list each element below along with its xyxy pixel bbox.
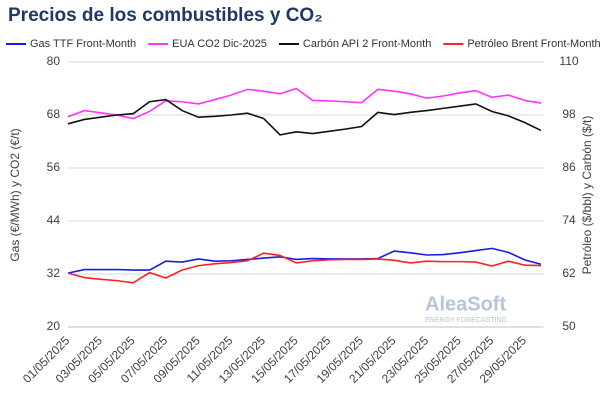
chart-title: Precios de los combustibles y CO₂	[8, 5, 323, 26]
y2-tick-label: 74	[562, 213, 576, 227]
y2-axis-label: Petróleo ($/bbl) y Carbón ($/t)	[580, 116, 594, 275]
series-line	[67, 87, 542, 120]
legend-label: Petróleo Brent Front-Month	[467, 38, 600, 50]
series-line	[67, 247, 542, 274]
y2-tick-label: 86	[562, 160, 576, 174]
series-line	[67, 98, 542, 136]
y-tick-label: 44	[47, 213, 61, 227]
legend-label: Carbón API 2 Front-Month	[303, 38, 431, 50]
watermark: AleaSoft	[425, 293, 506, 315]
y2-tick-label: 50	[562, 319, 576, 333]
y-tick-label: 80	[47, 54, 61, 68]
y-tick-label: 68	[47, 107, 61, 121]
y-tick-label: 56	[47, 160, 61, 174]
y2-tick-label: 62	[562, 266, 576, 280]
y2-tick-label: 110	[559, 54, 578, 68]
y-axis-label: Gas (€/MWh) y CO2 (€/t)	[8, 128, 22, 261]
y-tick-label: 32	[47, 266, 61, 280]
y2-tick-label: 98	[562, 107, 576, 121]
legend-label: EUA CO2 Dic-2025	[172, 38, 267, 50]
watermark-sub: ENERGY FORECASTING	[425, 317, 507, 324]
series-line	[67, 252, 542, 284]
legend-label: Gas TTF Front-Month	[30, 38, 136, 50]
y-tick-label: 20	[47, 319, 61, 333]
